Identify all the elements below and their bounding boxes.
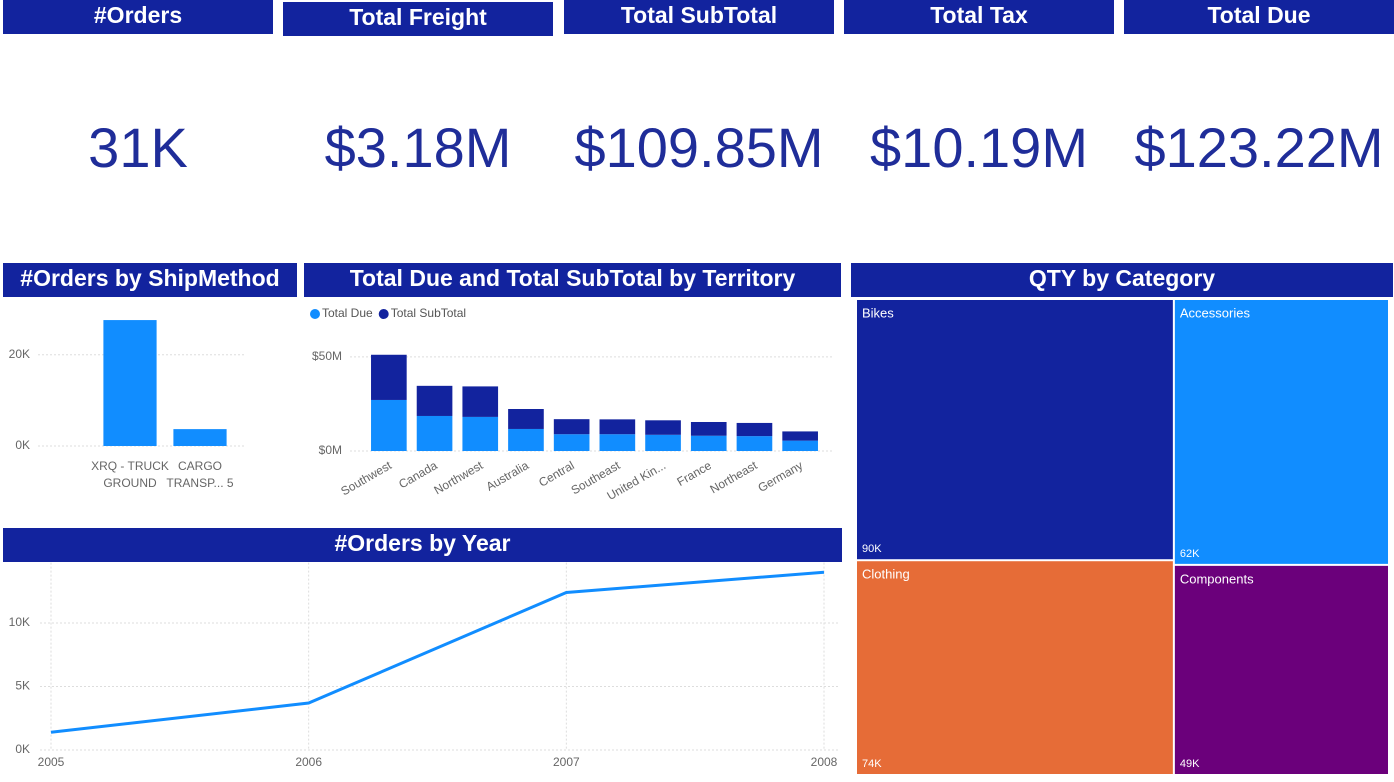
- card-title: Total Freight: [349, 4, 487, 30]
- bar-segment: [416, 415, 453, 451]
- bar-segment: [645, 420, 681, 435]
- card-value: $10.19M: [870, 116, 1088, 179]
- chart-header: [3, 528, 842, 562]
- y-tick-label: $0M: [319, 443, 342, 457]
- bar-segment: [599, 419, 636, 435]
- bar-segment: [782, 440, 818, 451]
- treemap-tile: [1174, 565, 1388, 774]
- card-header: [3, 0, 273, 34]
- tile-value: 49K: [1180, 758, 1200, 770]
- bar-segment: [782, 431, 818, 441]
- bar-segment: [371, 399, 407, 451]
- chart-header: [304, 263, 841, 297]
- bar-segment: [690, 435, 727, 451]
- x-tick-label: XRQ - TRUCK GROUND: [91, 459, 169, 490]
- legend-marker: [310, 309, 320, 319]
- y-tick-label: $50M: [312, 349, 342, 363]
- treemap-tile: [857, 300, 1173, 560]
- y-tick-label: 5K: [15, 679, 30, 693]
- bar-segment: [690, 421, 727, 436]
- card-header: [564, 0, 834, 34]
- bar-segment: [599, 434, 636, 451]
- card-value: $123.22M: [1134, 116, 1383, 179]
- y-tick-label: 20K: [9, 347, 30, 361]
- chart-title: QTY by Category: [1029, 265, 1215, 291]
- tile-value: 90K: [862, 543, 882, 555]
- tile-value: 62K: [1180, 548, 1200, 560]
- chart-header: [851, 263, 1393, 297]
- bar-segment: [462, 386, 499, 417]
- y-tick-label: 10K: [9, 615, 30, 629]
- card-header: [283, 2, 553, 36]
- treemap-tile: [1174, 300, 1388, 564]
- card-header: [844, 0, 1114, 34]
- legend-marker: [378, 309, 389, 319]
- bar: [103, 320, 157, 446]
- tile-label: Bikes: [862, 305, 894, 320]
- x-tick-label-box: CARGO TRANSP... 5: [166, 459, 234, 490]
- x-tick-label: CARGO TRANSP... 5: [166, 459, 234, 490]
- bar-segment: [462, 416, 499, 451]
- card-value: $109.85M: [574, 116, 823, 179]
- x-tick-label: 2008: [811, 755, 838, 769]
- bar-segment: [736, 436, 773, 451]
- bar-segment: [736, 422, 773, 437]
- bar-segment: [416, 385, 453, 416]
- bar-segment: [553, 419, 590, 435]
- card-title: Total SubTotal: [621, 2, 777, 28]
- chart-header: [3, 263, 297, 297]
- legend-label: Total Due: [322, 306, 373, 320]
- bar-segment: [508, 409, 544, 429]
- x-tick-label: 2007: [553, 755, 580, 769]
- line: [50, 570, 825, 734]
- tile-label: Components: [1180, 571, 1254, 586]
- y-tick-label: 0K: [15, 438, 30, 452]
- bar-segment: [508, 428, 544, 451]
- chart-title: #Orders by ShipMethod: [20, 265, 279, 291]
- bar-segment: [645, 434, 681, 451]
- card-value: 31K: [88, 116, 188, 179]
- card-value: $3.18M: [325, 116, 512, 179]
- bar: [173, 429, 227, 446]
- tile-label: Clothing: [862, 567, 910, 582]
- legend-label: Total SubTotal: [391, 306, 466, 320]
- tile-value: 74K: [862, 758, 882, 770]
- x-tick-label: 2006: [295, 755, 322, 769]
- y-tick-label: 0K: [15, 742, 30, 756]
- x-tick-label-box: XRQ - TRUCK GROUND: [91, 459, 169, 490]
- chart-title: Total Due and Total SubTotal by Territor…: [350, 265, 796, 291]
- card-title: Total Tax: [930, 2, 1028, 28]
- bar-segment: [371, 354, 407, 400]
- chart-title: #Orders by Year: [334, 530, 510, 556]
- card-title: #Orders: [94, 2, 182, 28]
- card-header: [1124, 0, 1394, 34]
- card-title: Total Due: [1207, 2, 1310, 28]
- bar-segment: [553, 434, 590, 451]
- x-tick-label: 2005: [38, 755, 65, 769]
- tile-label: Accessories: [1180, 305, 1251, 320]
- treemap-tile: [857, 561, 1173, 774]
